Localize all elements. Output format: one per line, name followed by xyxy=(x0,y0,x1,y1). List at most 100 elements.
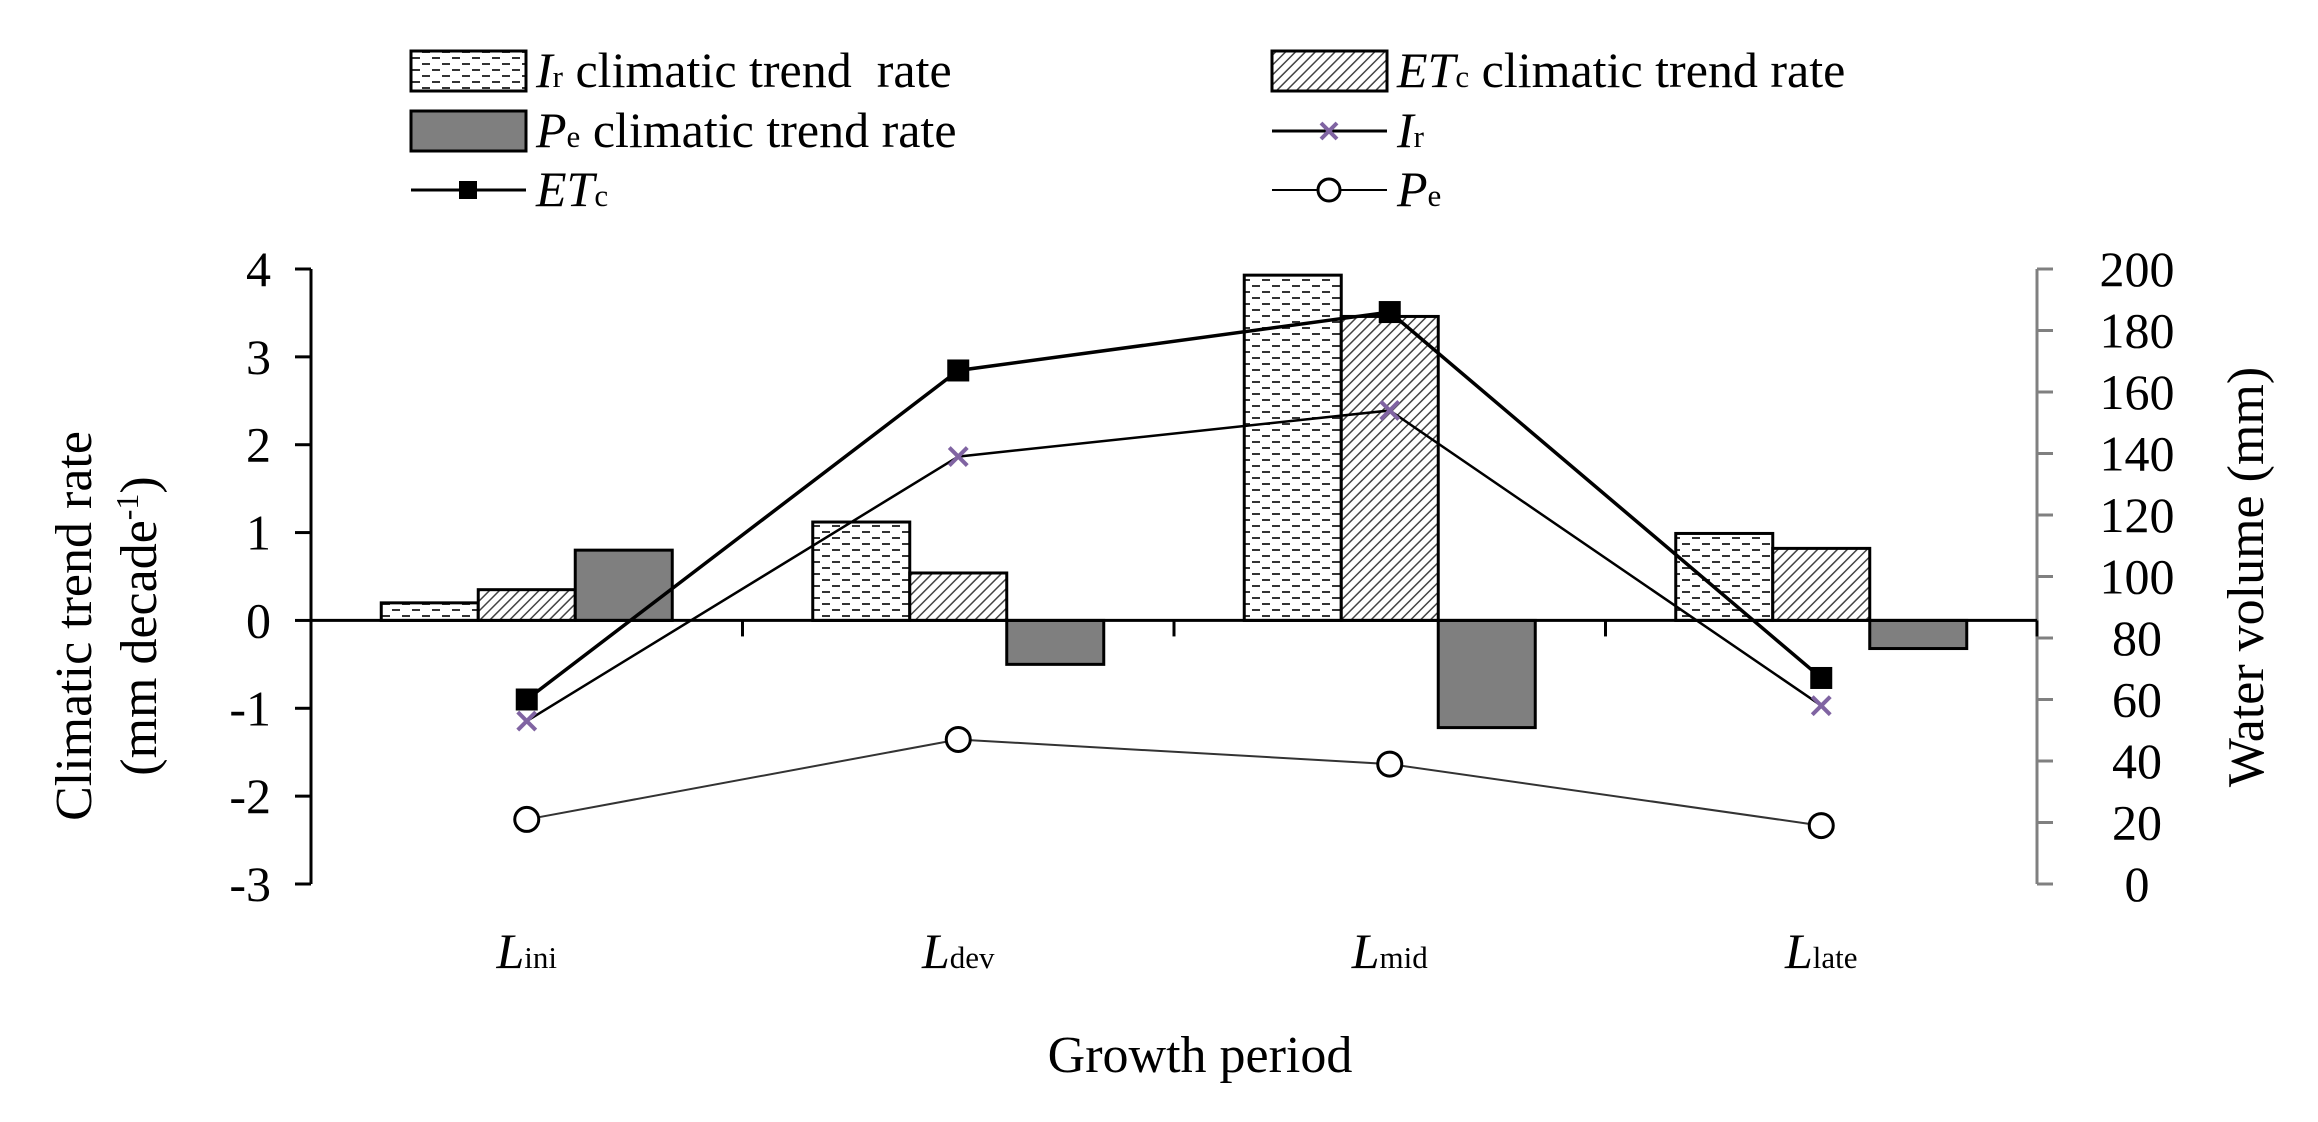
point-etc-2 xyxy=(1378,301,1401,324)
bar-ir-trend-0 xyxy=(379,601,480,622)
x-category-label-main: L xyxy=(1351,923,1380,979)
bar-etc-trend-1 xyxy=(908,571,1009,622)
point-etc-3 xyxy=(1810,666,1833,689)
lines xyxy=(513,301,1835,840)
y-left-tick-label: 4 xyxy=(246,241,271,297)
bar-ir-trend-2 xyxy=(1242,273,1343,622)
svg-text:Pe: Pe xyxy=(1396,161,1441,217)
y-left-tick-label: 0 xyxy=(246,592,271,648)
legend-label-etc-sub: c xyxy=(594,178,608,213)
legend-item-pe-trend: Pe climatic trend rate xyxy=(409,102,957,158)
y-left-title-line2-post: ) xyxy=(111,476,168,493)
y-left-tick-label: 2 xyxy=(246,417,271,473)
legend-swatch-pe-trend xyxy=(409,109,528,153)
legend-label-ir-trend-sub: r xyxy=(553,59,564,94)
legend: Ir climatic trend rate ETc climatic tren… xyxy=(409,42,1845,217)
x-category-label-sub: ini xyxy=(524,940,557,975)
x-category-label: Lmid xyxy=(1351,923,1429,979)
y-right-tick-label: 20 xyxy=(2112,795,2162,851)
bar-etc-trend-0 xyxy=(476,588,577,622)
point-ir-1 xyxy=(947,446,969,467)
y-right-tick-label: 100 xyxy=(2100,549,2175,605)
bar-pe-trend-1 xyxy=(1005,618,1106,666)
legend-item-ir-trend: Ir climatic trend rate xyxy=(409,42,952,98)
legend-label-ir-trend-text: climatic trend rate xyxy=(563,42,952,98)
y-left-tick-label: 1 xyxy=(246,505,271,561)
svg-text:Ir climatic trend rate: Ir climatic trend rate xyxy=(535,42,952,98)
y-right-tick-label: 180 xyxy=(2100,303,2175,359)
legend-label-pe-main: P xyxy=(1396,161,1428,217)
y-right-tick-label: 0 xyxy=(2125,856,2150,912)
x-category-label-main: L xyxy=(921,923,950,979)
point-pe-2 xyxy=(1376,750,1404,778)
legend-label-ir-main: I xyxy=(1396,102,1416,158)
line-ir xyxy=(526,409,1822,723)
bar-ir-trend-1 xyxy=(811,520,912,622)
legend-swatch-etc-trend xyxy=(1270,49,1389,93)
legend-label-ir-sub: r xyxy=(1414,119,1425,154)
tick-labels: 43210-1-2-3200180160140120100806040200Li… xyxy=(229,241,2174,979)
x-category-label-sub: dev xyxy=(950,940,995,975)
point-ir-0 xyxy=(516,710,538,732)
legend-item-pe: Pe xyxy=(1272,161,1441,217)
y-right-tick-label: 40 xyxy=(2112,733,2162,789)
point-pe-1 xyxy=(944,725,972,753)
x-category-label: Ldev xyxy=(921,923,995,979)
y-left-tick-label: -2 xyxy=(229,768,271,824)
x-category-label-main: L xyxy=(1784,923,1813,979)
legend-item-etc: ETc xyxy=(411,161,608,217)
legend-swatch-ir-trend xyxy=(409,49,528,93)
legend-item-ir: Ir xyxy=(1272,102,1425,158)
y-left-title-line2: (mm decade-1) xyxy=(109,476,168,776)
point-etc-0 xyxy=(515,688,538,711)
point-pe-3 xyxy=(1807,812,1835,840)
bar-pe-trend-3 xyxy=(1868,618,1969,651)
bar-pe-trend-0 xyxy=(573,548,674,622)
y-left-tick-label: 3 xyxy=(246,329,271,385)
bars xyxy=(379,273,1969,730)
y-left-title-line1: Climatic trend rate xyxy=(46,431,103,821)
legend-label-etc-main: ET xyxy=(535,161,598,217)
bar-ir-trend-3 xyxy=(1674,531,1775,622)
x-category-label: Lini xyxy=(495,923,557,979)
bar-etc-trend-2 xyxy=(1339,314,1440,622)
y-left-title-line2-sup: -1 xyxy=(109,494,145,521)
point-pe-0 xyxy=(513,805,541,833)
y-right-title: Water volume (mm) xyxy=(2218,367,2275,787)
x-category-label-main: L xyxy=(495,923,524,979)
line-pe xyxy=(526,738,1822,827)
x-category-label-sub: late xyxy=(1813,940,1858,975)
svg-text:ETc climatic trend rate: ETc climatic trend rate xyxy=(1396,42,1845,98)
y-right-tick-label: 140 xyxy=(2100,426,2175,482)
legend-marker-etc xyxy=(459,181,477,199)
legend-marker-ir xyxy=(1319,121,1339,141)
bar-pe-trend-2 xyxy=(1436,618,1537,730)
line-etc xyxy=(525,310,1823,701)
legend-label-ir-trend-main: I xyxy=(535,42,555,98)
x-axis-title: Growth period xyxy=(1048,1027,1353,1084)
y-right-tick-label: 200 xyxy=(2100,241,2175,297)
y-left-tick-label: -1 xyxy=(229,680,271,736)
legend-label-pe-sub: e xyxy=(1428,178,1442,213)
legend-label-etc-trend-sub: c xyxy=(1455,59,1469,94)
legend-label-etc-trend-main: ET xyxy=(1396,42,1459,98)
legend-label-pe-trend-text: climatic trend rate xyxy=(580,102,956,158)
axes xyxy=(295,267,2053,886)
bar-etc-trend-3 xyxy=(1771,546,1872,622)
legend-marker-pe xyxy=(1316,177,1342,203)
y-left-title-line2-pre: (mm decade xyxy=(111,520,168,776)
point-ir-3 xyxy=(1810,695,1832,717)
point-etc-1 xyxy=(947,359,970,382)
x-category-label-sub: mid xyxy=(1380,940,1429,975)
svg-text:Ir: Ir xyxy=(1396,102,1425,158)
svg-text:Pe climatic trend rate: Pe climatic trend rate xyxy=(535,102,957,158)
point-ir-2 xyxy=(1379,400,1401,421)
x-category-label: Llate xyxy=(1784,923,1858,979)
y-left-tick-label: -3 xyxy=(229,856,271,912)
legend-item-etc-trend: ETc climatic trend rate xyxy=(1270,42,1845,98)
y-right-tick-label: 160 xyxy=(2100,364,2175,420)
y-right-tick-label: 60 xyxy=(2112,672,2162,728)
legend-label-etc-trend-text: climatic trend rate xyxy=(1469,42,1845,98)
legend-label-pe-trend-sub: e xyxy=(567,119,581,154)
